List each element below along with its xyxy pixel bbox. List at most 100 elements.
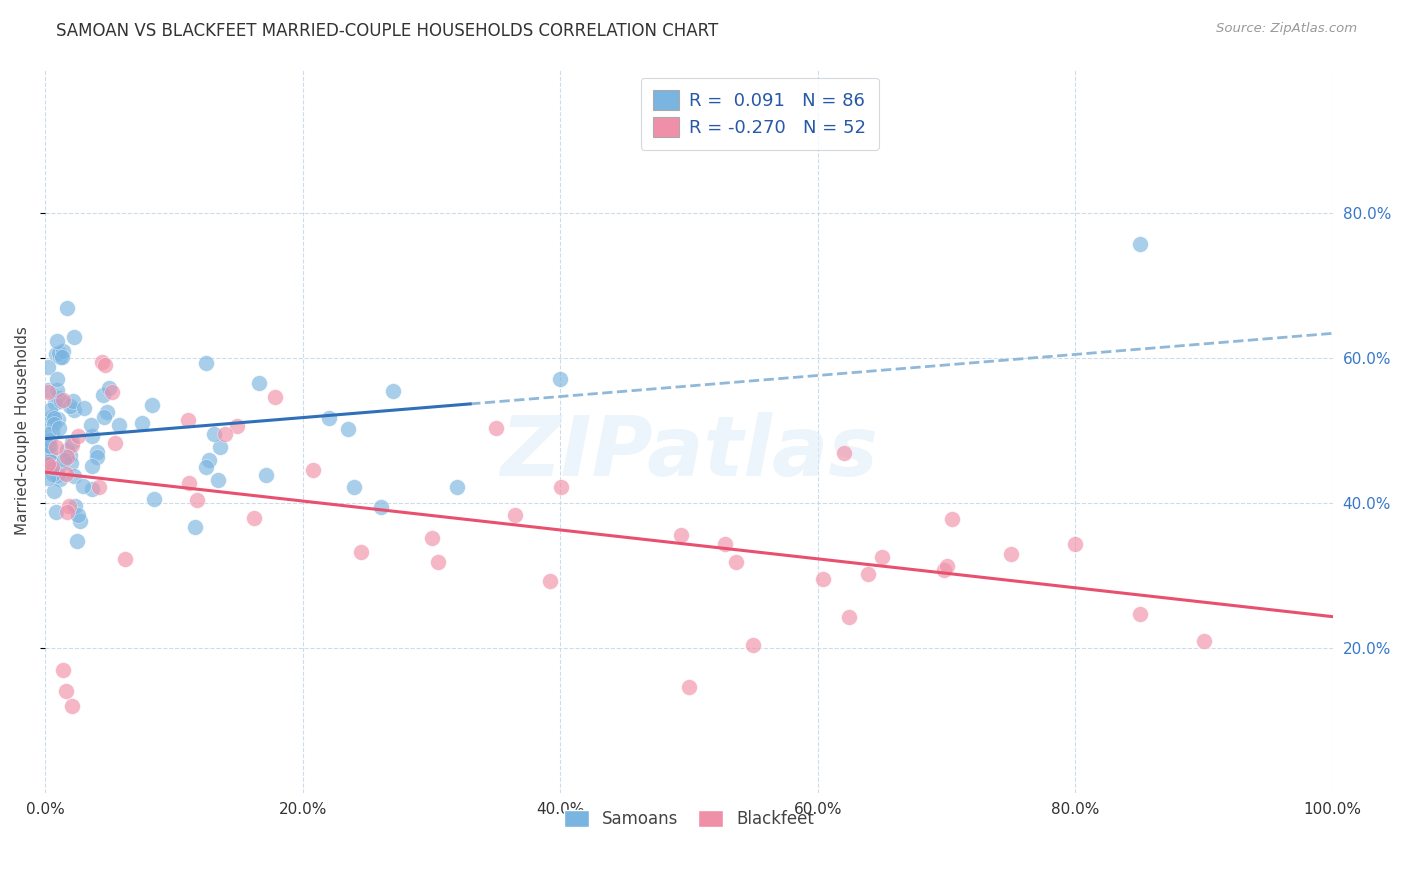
Point (67, 429, 90, 443)
Point (49, 393, 72, 408)
Point (725, 555, 748, 569)
Point (44, 417, 66, 431)
Point (48, 346, 70, 360)
Point (46, 372, 69, 386)
Point (104, 436, 127, 450)
Point (56, 506, 79, 520)
Point (42, 411, 65, 425)
Point (63, 330, 86, 344)
Point (41, 425, 63, 440)
Point (52, 663, 75, 677)
Point (207, 473, 229, 487)
Point (37, 427, 59, 442)
Point (89, 480, 111, 494)
Point (350, 545, 373, 559)
Point (37, 457, 59, 471)
Point (37, 383, 59, 397)
Point (1064, 536, 1087, 550)
Point (101, 385, 124, 400)
Point (37, 439, 59, 453)
Point (53, 453, 76, 467)
Point (46, 383, 69, 397)
Point (58, 499, 80, 513)
Point (69, 514, 91, 528)
Point (446, 480, 468, 494)
Point (39, 446, 62, 460)
Point (538, 574, 561, 588)
Point (62, 394, 84, 409)
Point (42, 460, 65, 475)
Point (45, 505, 67, 519)
Text: SAMOAN VS BLACKFEET MARRIED-COUPLE HOUSEHOLDS CORRELATION CHART: SAMOAN VS BLACKFEET MARRIED-COUPLE HOUSE… (56, 22, 718, 40)
Text: ZIPatlas: ZIPatlas (501, 412, 877, 492)
Point (141, 398, 163, 412)
Point (62, 403, 84, 417)
Point (44, 483, 66, 498)
Point (80, 417, 103, 432)
Point (46, 411, 69, 425)
Point (55, 467, 77, 481)
Point (263, 391, 285, 405)
Point (44, 396, 66, 410)
Point (941, 512, 963, 526)
Point (209, 440, 232, 454)
Point (226, 418, 249, 433)
Y-axis label: Married-couple Households: Married-couple Households (15, 326, 30, 535)
Point (713, 537, 735, 551)
Legend: Samoans, Blackfeet: Samoans, Blackfeet (557, 804, 821, 835)
Point (39, 415, 62, 429)
Point (41, 467, 63, 482)
Point (870, 550, 893, 565)
Point (38, 454, 60, 468)
Point (302, 462, 325, 476)
Point (91, 388, 114, 402)
Point (337, 422, 360, 436)
Point (93, 410, 115, 425)
Point (811, 572, 834, 586)
Point (550, 480, 572, 494)
Point (48, 472, 70, 486)
Point (254, 468, 277, 483)
Point (72, 479, 94, 493)
Point (1000, 547, 1022, 561)
Point (49, 350, 72, 364)
Point (59, 399, 82, 413)
Point (856, 566, 879, 581)
Point (60, 456, 83, 470)
Point (202, 426, 225, 441)
Point (86, 450, 108, 465)
Point (195, 459, 218, 474)
Point (247, 376, 270, 390)
Point (832, 446, 855, 460)
Point (186, 492, 208, 507)
Point (45, 467, 67, 482)
Point (38, 434, 60, 448)
Point (56, 443, 79, 458)
Point (39, 402, 62, 417)
Point (67, 508, 90, 522)
Point (318, 410, 340, 425)
Point (96, 405, 118, 419)
Point (52, 392, 75, 407)
Point (66, 533, 89, 548)
Point (177, 412, 200, 426)
Point (45, 347, 67, 361)
Point (51, 350, 73, 364)
Point (55, 301, 77, 316)
Point (214, 426, 236, 441)
Point (52, 344, 75, 359)
Point (37, 452, 59, 467)
Point (86, 445, 108, 459)
Point (1192, 633, 1215, 648)
Point (80, 429, 103, 443)
Point (426, 555, 449, 569)
Point (198, 452, 221, 467)
Point (37, 384, 59, 399)
Point (46, 460, 69, 475)
Point (63, 500, 86, 514)
Point (114, 552, 136, 566)
Point (72, 401, 94, 416)
Point (80, 482, 103, 496)
Point (485, 421, 508, 435)
Point (420, 531, 443, 545)
